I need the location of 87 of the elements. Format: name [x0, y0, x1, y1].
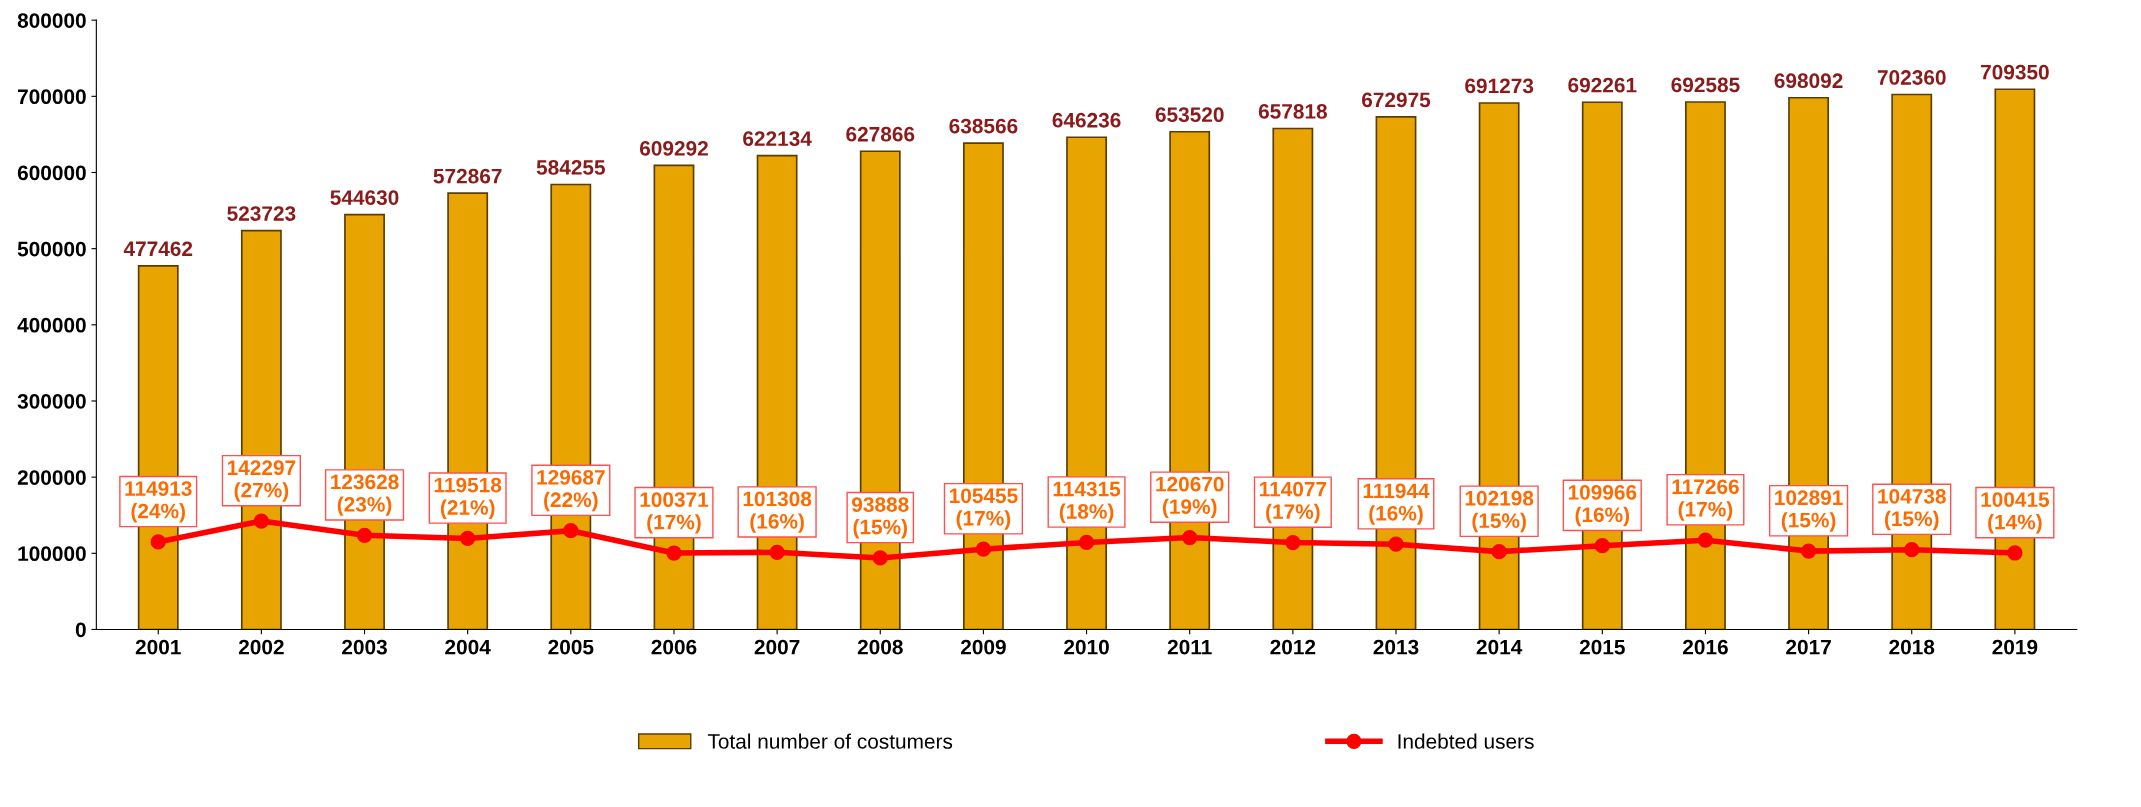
data-label: 572867: [433, 168, 502, 184]
data-label: 109966 (16%): [1568, 484, 1637, 527]
data-label: 93888 (15%): [852, 497, 909, 539]
point: [460, 530, 476, 547]
data-label: 698092: [1774, 73, 1843, 89]
x-tick-label: 2013: [1373, 639, 1419, 655]
data-label: 657818: [1258, 104, 1327, 119]
x-tick-label: 2004: [445, 639, 491, 655]
point: [1594, 538, 1610, 554]
point: [666, 545, 682, 561]
data-label: 114315 (18%): [1053, 481, 1121, 523]
data-label: 523723: [227, 206, 296, 221]
data-label: 692585: [1671, 77, 1740, 93]
point: [150, 534, 166, 550]
point: [253, 513, 270, 529]
point: [1285, 534, 1301, 551]
point: [1388, 536, 1404, 552]
data-label: 653520: [1155, 107, 1224, 123]
x-tick-label: 2015: [1579, 639, 1625, 655]
data-label: 672975: [1362, 92, 1431, 108]
data-label: 691273: [1465, 78, 1534, 94]
data-label: 101308 (16%): [743, 491, 812, 533]
data-label: 102198 (15%): [1465, 490, 1534, 533]
data-label: 114913 (24%): [125, 481, 192, 523]
data-label: 105455 (17%): [949, 488, 1018, 530]
data-label: 692261: [1568, 77, 1637, 93]
y-tick-label: 100000: [18, 546, 86, 562]
x-tick-label: 2007: [754, 639, 800, 655]
point: [2007, 545, 2023, 561]
y-tick-label: 400000: [17, 317, 86, 333]
point: [1078, 534, 1095, 551]
legend-label: Total number of costumers: [707, 733, 953, 749]
legend-label: Indebted users: [1398, 733, 1534, 749]
x-tick-label: 2019: [1992, 639, 2038, 655]
point: [1182, 529, 1198, 546]
x-tick-label: 2001: [135, 639, 181, 655]
data-label: 100371 (17%): [640, 492, 709, 534]
x-tick-label: 2017: [1786, 639, 1831, 655]
data-label: 111944 (16%): [1363, 483, 1430, 525]
data-label: 477462: [123, 241, 193, 257]
y-tick-label: 300000: [17, 393, 86, 409]
x-tick-label: 2012: [1270, 639, 1316, 655]
x-tick-label: 2008: [857, 639, 903, 655]
x-tick-label: 2003: [342, 639, 387, 655]
point: [1904, 542, 1920, 558]
data-label: 709350: [1981, 64, 2049, 80]
x-tick-label: 2006: [651, 639, 697, 655]
x-tick-label: 2014: [1476, 639, 1523, 655]
data-label: 120670 (19%): [1156, 476, 1224, 519]
x-tick-label: 2018: [1889, 639, 1935, 655]
data-label: 544630: [330, 190, 399, 206]
y-tick-label: 800000: [17, 13, 86, 28]
data-label: 102891 (15%): [1775, 490, 1843, 532]
data-label: 129687 (22%): [537, 469, 605, 512]
x-tick-label: 2005: [548, 639, 594, 655]
data-label: 114077 (17%): [1259, 481, 1327, 524]
point: [1800, 543, 1817, 559]
point: [872, 550, 888, 566]
point: [769, 544, 785, 560]
data-label: 142297 (27%): [227, 460, 296, 502]
point: [356, 527, 373, 543]
data-label: 627866: [846, 126, 915, 142]
x-tick-label: 2010: [1064, 639, 1109, 655]
data-label: 100415 (14%): [1981, 492, 2050, 534]
y-tick-label: 500000: [17, 241, 86, 257]
point: [975, 541, 992, 557]
y-tick-label: 600000: [17, 165, 86, 181]
point: [1697, 532, 1714, 548]
x-tick-label: 2002: [238, 639, 284, 655]
data-label: 104738 (15%): [1878, 488, 1946, 531]
y-tick-label: 0: [75, 622, 86, 638]
data-label: 119518 (21%): [434, 477, 502, 519]
x-tick-label: 2011: [1167, 639, 1212, 655]
data-label: 584255: [536, 160, 605, 175]
x-tick-label: 2009: [960, 639, 1006, 655]
point: [563, 523, 579, 539]
y-tick-label: 200000: [17, 470, 86, 485]
data-label: 638566: [949, 118, 1018, 134]
data-label: 702360: [1877, 70, 1946, 85]
data-label: 123628 (23%): [331, 474, 399, 516]
data-label: 622134: [743, 131, 812, 146]
y-tick-label: 700000: [18, 89, 86, 105]
x-tick-label: 2016: [1682, 639, 1728, 655]
point: [1491, 543, 1507, 560]
data-label: 609292: [639, 140, 708, 156]
data-label: 646236: [1052, 112, 1121, 128]
data-label: 117266 (17%): [1672, 479, 1739, 521]
